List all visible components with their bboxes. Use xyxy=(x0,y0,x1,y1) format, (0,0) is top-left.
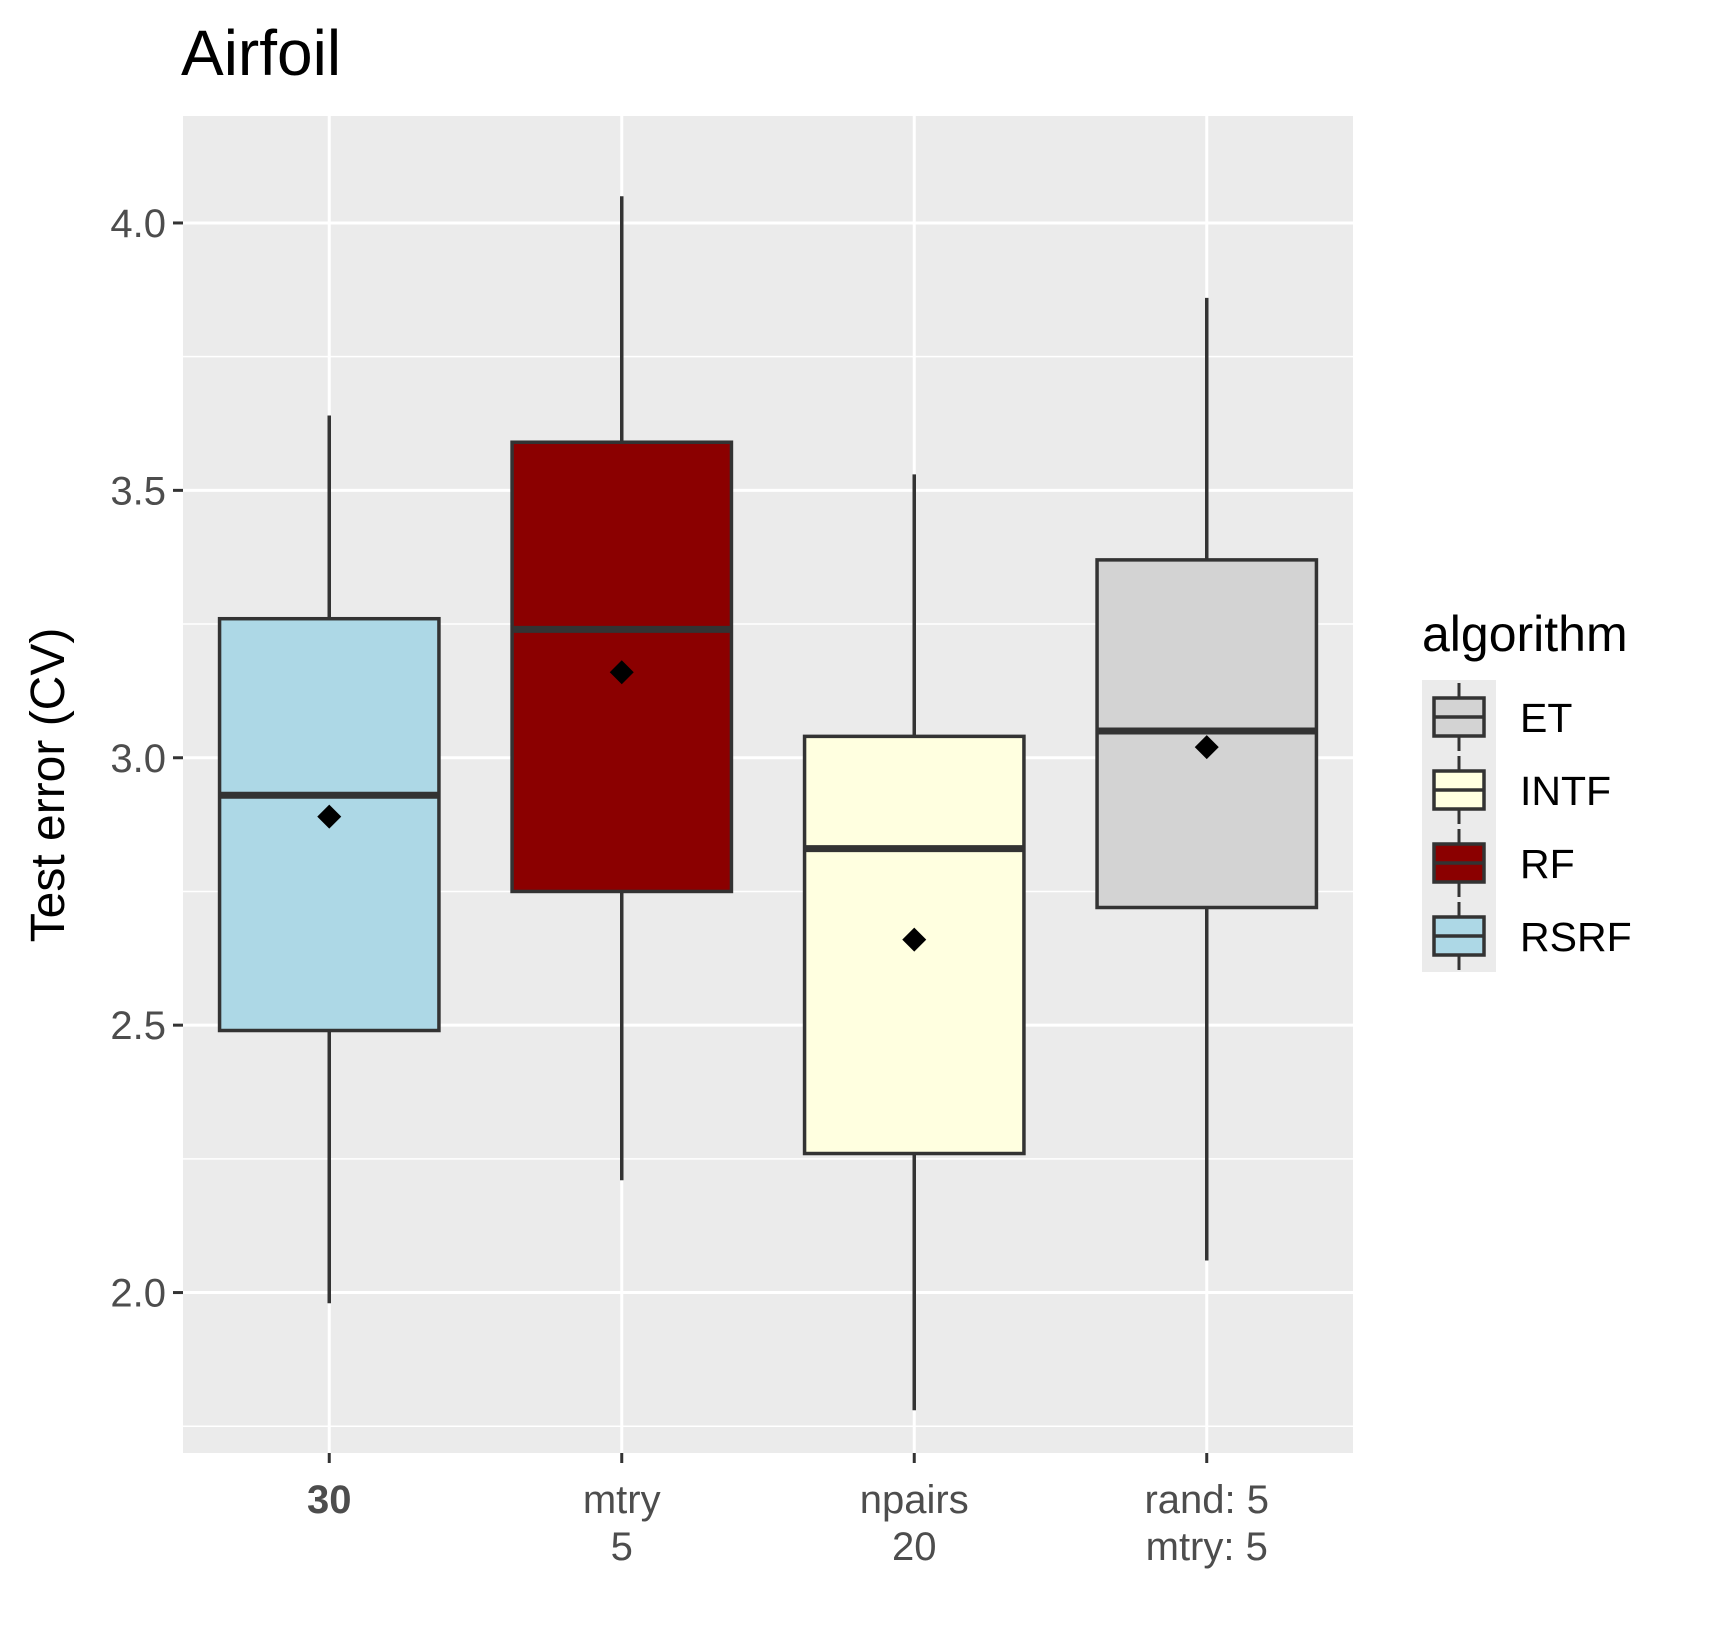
box-rf xyxy=(510,196,734,1181)
legend-label: RF xyxy=(1520,841,1575,887)
x-tick-label-line: rand: 5 xyxy=(1144,1478,1269,1522)
legend-item-intf: INTF xyxy=(1432,756,1611,824)
legend-item-rf: RF xyxy=(1432,829,1575,897)
legend-item-et: ET xyxy=(1432,683,1572,751)
legend-label: RSRF xyxy=(1520,914,1632,960)
x-tick-label-line: 20 xyxy=(892,1525,937,1569)
y-axis-label: Test error (CV) xyxy=(22,628,75,943)
x-tick-label: 30 xyxy=(307,1478,352,1522)
mean-marker xyxy=(902,927,927,952)
y-tick-label: 4.0 xyxy=(110,202,166,246)
x-tick-label: rand: 5 mtry: 5 xyxy=(1144,1478,1269,1569)
legend: algorithm ET INTF RF RSRF xyxy=(1422,606,1632,972)
legend-label: INTF xyxy=(1520,768,1611,814)
x-axis: 30 mtry 5 npairs 20 rand: 5 mtry: 5 xyxy=(307,1453,1269,1569)
y-axis: 2.0 2.5 3.0 3.5 4.0 xyxy=(110,202,183,1316)
mean-marker xyxy=(609,660,634,685)
y-tick-label: 2.5 xyxy=(110,1004,166,1048)
y-tick-label: 2.0 xyxy=(110,1272,166,1316)
legend-item-rsrf: RSRF xyxy=(1432,902,1632,970)
mean-marker xyxy=(317,804,342,829)
box-rsrf xyxy=(217,415,441,1304)
legend-title: algorithm xyxy=(1422,606,1628,662)
x-tick-label-line: npairs xyxy=(860,1478,969,1522)
x-tick-label: mtry 5 xyxy=(583,1478,661,1569)
box-iqr xyxy=(802,734,1026,1156)
box-et xyxy=(1095,297,1319,1261)
y-tick-label: 3.5 xyxy=(110,469,166,513)
legend-label: ET xyxy=(1520,695,1572,741)
box-intf xyxy=(802,474,1026,1411)
chart-title: Airfoil xyxy=(181,17,341,89)
box-plots xyxy=(217,196,1319,1411)
x-tick-label-line: mtry: 5 xyxy=(1146,1525,1268,1569)
y-tick-label: 3.0 xyxy=(110,737,166,781)
x-tick-label-line: 30 xyxy=(307,1478,352,1522)
x-tick-label: npairs 20 xyxy=(860,1478,969,1569)
mean-marker xyxy=(1194,735,1219,760)
x-tick-label-line: 5 xyxy=(611,1525,633,1569)
x-tick-label-line: mtry xyxy=(583,1478,661,1522)
